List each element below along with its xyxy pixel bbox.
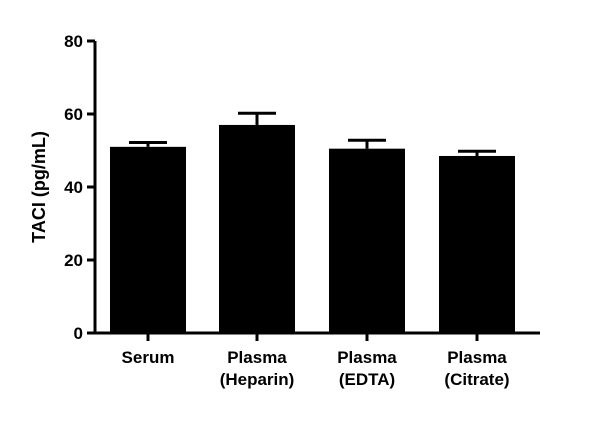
x-tick-label: Plasma xyxy=(447,348,507,367)
y-axis: 0 20 40 60 80 xyxy=(64,32,97,343)
y-axis-title: TACI (pg/mL) xyxy=(29,131,49,243)
y-tick-label: 40 xyxy=(64,178,83,197)
x-tick-label: Plasma xyxy=(337,348,397,367)
bar xyxy=(110,146,186,333)
bar xyxy=(439,155,515,333)
x-tick-label: (Citrate) xyxy=(444,370,509,389)
x-tick-label: Serum xyxy=(122,348,175,367)
y-tick-label: 0 xyxy=(74,324,83,343)
bar xyxy=(219,124,295,333)
y-tick-label: 20 xyxy=(64,251,83,270)
x-axis: Serum Plasma (Heparin) Plasma (EDTA) Plasma (C… xyxy=(94,331,540,389)
y-tick-label: 80 xyxy=(64,32,83,51)
bars-group xyxy=(110,111,515,333)
bar xyxy=(329,148,405,333)
x-tick-label: Plasma xyxy=(227,348,287,367)
y-tick-label: 60 xyxy=(64,105,83,124)
x-tick-label: (Heparin) xyxy=(220,370,295,389)
x-tick-label: (EDTA) xyxy=(339,370,395,389)
